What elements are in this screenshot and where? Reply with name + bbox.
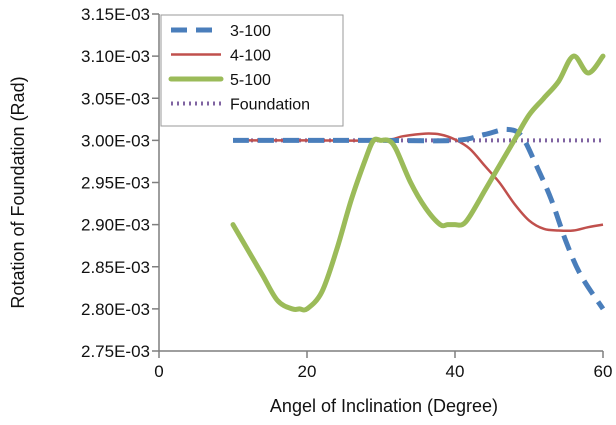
legend: 3-100 4-100 5-100 Foundation [160, 14, 344, 127]
y-tick-label: 2.80E-03 [81, 300, 150, 319]
x-axis-title: Angel of Inclination (Degree) [270, 396, 498, 416]
x-tick-label: 0 [154, 362, 163, 381]
y-tick-label: 2.95E-03 [81, 174, 150, 193]
plot-lines [230, 53, 606, 313]
y-tick-label: 2.90E-03 [81, 216, 150, 235]
y-tick-label: 3.10E-03 [81, 47, 150, 66]
legend-label-4-100: 4-100 [230, 48, 271, 65]
legend-label-foundation: Foundation [230, 97, 310, 114]
x-tick-label: 20 [298, 362, 317, 381]
y-axis-title: Rotation of Foundation (Rad) [8, 76, 28, 308]
series-line-4-100 [233, 132, 604, 233]
y-tick-label: 2.85E-03 [81, 258, 150, 277]
y-tick-label: 3.15E-03 [81, 5, 150, 24]
x-tick-label: 40 [446, 362, 465, 381]
legend-label-3-100: 3-100 [230, 23, 271, 40]
y-tick-label: 2.75E-03 [81, 342, 150, 361]
series-line-3-100 [233, 126, 606, 311]
series-line-5-100 [230, 53, 606, 313]
y-tick-label: 3.00E-03 [81, 131, 150, 150]
x-tick-label: 60 [594, 362, 613, 381]
legend-label-5-100: 5-100 [230, 72, 271, 89]
x-axis-ticks: 0 20 40 60 [154, 351, 612, 381]
y-tick-label: 3.05E-03 [81, 89, 150, 108]
legend-box [160, 14, 344, 127]
y-axis-ticks: 2.75E-03 2.80E-03 2.85E-03 2.90E-03 2.95E-03… [81, 5, 159, 361]
